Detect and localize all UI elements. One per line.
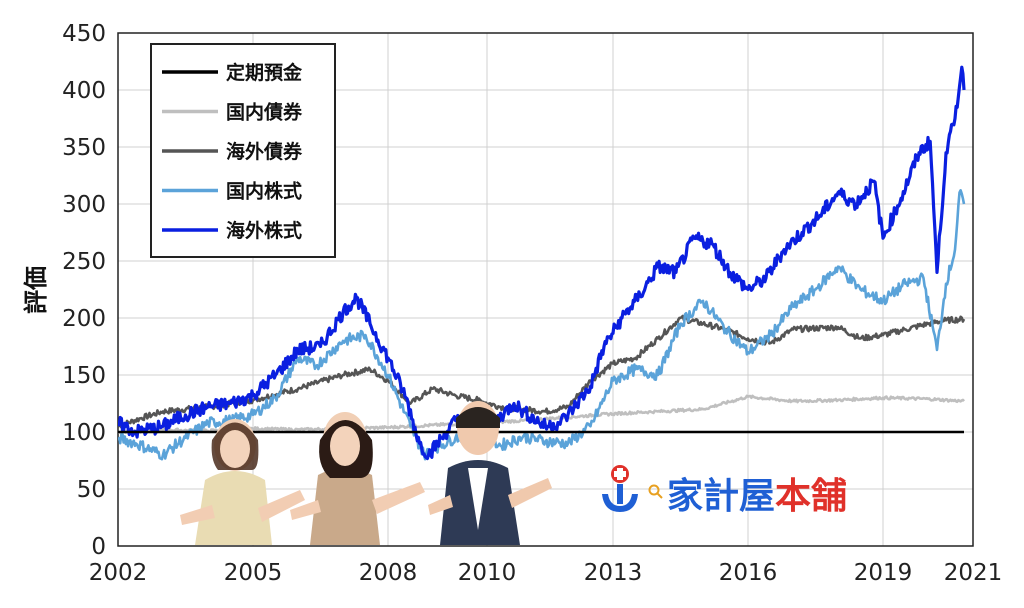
presenter-2: [290, 412, 425, 545]
brand-name-part2: 本舗: [775, 476, 847, 517]
y-tick-label: 450: [62, 21, 106, 47]
brand-logo: 家計屋本舗: [602, 465, 847, 517]
y-tick-label: 50: [77, 477, 106, 503]
x-axis-ticks: 2002 2005 2008 2010 2013 2016 2019 2021: [89, 560, 1003, 586]
y-tick-label: 0: [91, 534, 106, 560]
series-line: [118, 314, 966, 429]
legend-label: 国内株式: [226, 180, 302, 203]
plot-frame: [117, 32, 974, 547]
x-tick-label: 2013: [584, 560, 643, 586]
y-tick-label: 300: [62, 192, 106, 218]
legend-label: 国内債券: [226, 101, 303, 124]
legend-label: 海外債券: [226, 140, 303, 163]
series-line: [118, 189, 966, 461]
x-tick-label: 2005: [224, 560, 283, 586]
x-tick-label: 2008: [359, 560, 418, 586]
y-axis-ticks: 0 50 100 150 200 250 300 350 400 450: [62, 21, 106, 560]
presenter-3: [428, 401, 552, 545]
three-presenters-photo: [180, 401, 552, 545]
series-line: [118, 394, 965, 435]
anchor-logo-icon: [602, 465, 638, 512]
y-tick-label: 350: [62, 135, 106, 161]
x-tick-label: 2010: [458, 560, 517, 586]
y-tick-label: 150: [62, 363, 106, 389]
brand-name-part1: 家計屋: [667, 476, 775, 517]
y-tick-label: 200: [62, 306, 106, 332]
y-axis-label: 評価: [22, 266, 50, 314]
y-tick-label: 400: [62, 78, 106, 104]
x-tick-label: 2021: [944, 560, 1003, 586]
magnifier-icon: [648, 484, 663, 499]
x-tick-label: 2019: [854, 560, 913, 586]
legend-label: 定期預金: [226, 61, 303, 84]
x-tick-label: 2002: [89, 560, 148, 586]
svg-text:家計屋本舗: 家計屋本舗: [667, 476, 847, 517]
y-tick-label: 100: [62, 420, 106, 446]
legend-label: 海外株式: [226, 219, 302, 242]
series-lines: [118, 65, 966, 461]
x-tick-label: 2016: [719, 560, 778, 586]
y-tick-label: 250: [62, 249, 106, 275]
series-line: [118, 65, 966, 461]
presenter-1: [180, 419, 305, 545]
